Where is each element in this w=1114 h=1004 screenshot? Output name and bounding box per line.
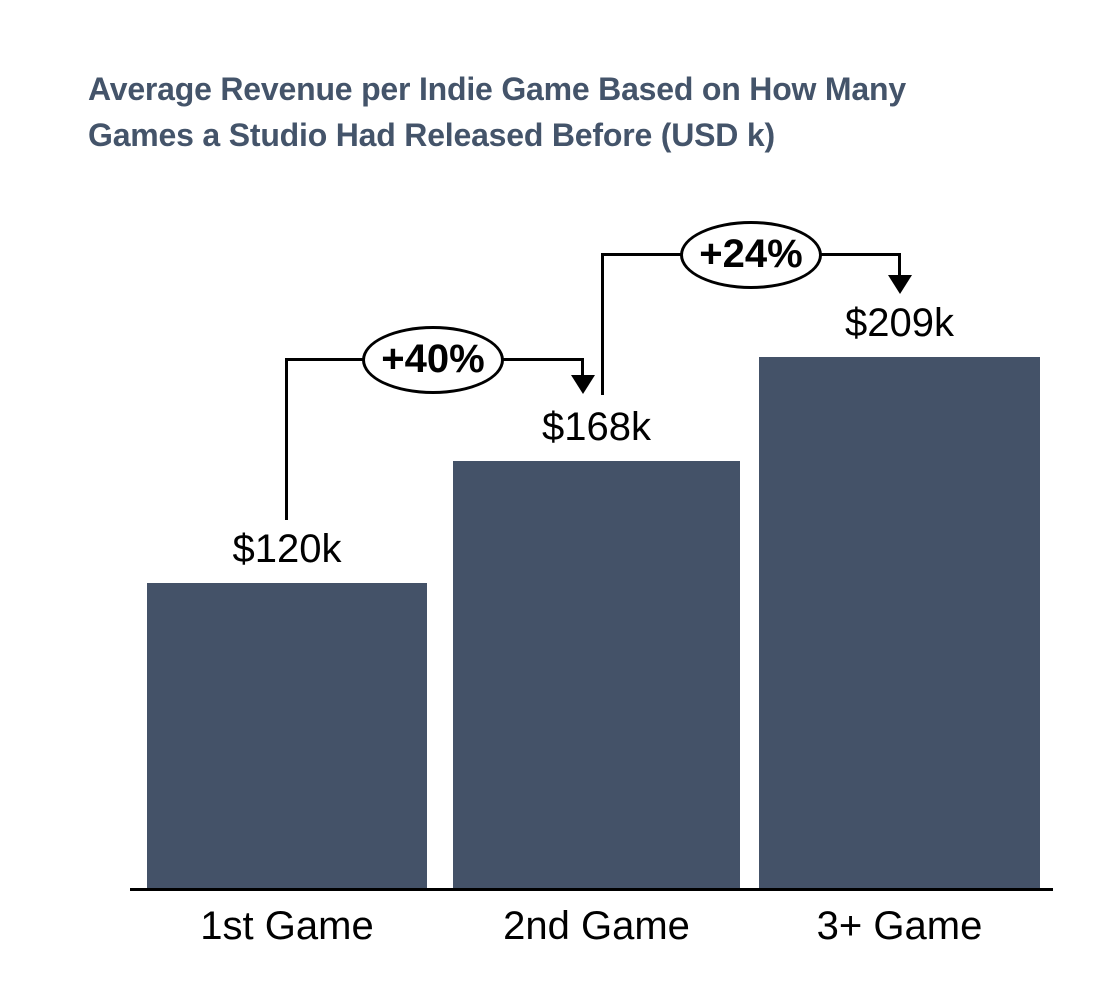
x-axis-line bbox=[130, 888, 1053, 891]
category-label: 2nd Game bbox=[503, 904, 690, 948]
arrow-down-icon bbox=[888, 275, 912, 294]
chart-title: Average Revenue per Indie Game Based on … bbox=[88, 66, 1098, 158]
connector-vertical-right bbox=[898, 253, 901, 276]
bar-3 bbox=[759, 357, 1040, 888]
connector-vertical-left bbox=[601, 253, 604, 395]
bar-value-label: $209k bbox=[845, 301, 954, 345]
chart-title-line2: Games a Studio Had Released Before (USD … bbox=[88, 117, 775, 153]
category-label: 3+ Game bbox=[816, 904, 983, 948]
connector-vertical-right bbox=[581, 358, 584, 376]
growth-bubble: +24% bbox=[680, 221, 822, 289]
connector-horizontal-left bbox=[601, 253, 682, 256]
category-label: 1st Game bbox=[200, 904, 374, 948]
connector-horizontal-right bbox=[502, 358, 584, 361]
connector-horizontal-right bbox=[820, 253, 901, 256]
connector-horizontal-left bbox=[285, 358, 365, 361]
connector-vertical-left bbox=[285, 358, 288, 520]
arrow-down-icon bbox=[571, 375, 595, 394]
bar-value-label: $120k bbox=[232, 527, 342, 571]
growth-bubble: +40% bbox=[362, 326, 504, 394]
growth-percent-label: +40% bbox=[381, 337, 485, 381]
growth-percent-label: +24% bbox=[699, 232, 803, 276]
bar-1 bbox=[147, 583, 427, 888]
chart-title-line1: Average Revenue per Indie Game Based on … bbox=[88, 71, 906, 107]
bar-2 bbox=[453, 461, 740, 888]
bar-value-label: $168k bbox=[542, 405, 651, 449]
